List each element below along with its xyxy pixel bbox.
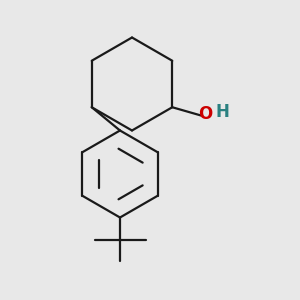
Text: H: H <box>215 103 229 121</box>
Text: O: O <box>198 105 213 123</box>
